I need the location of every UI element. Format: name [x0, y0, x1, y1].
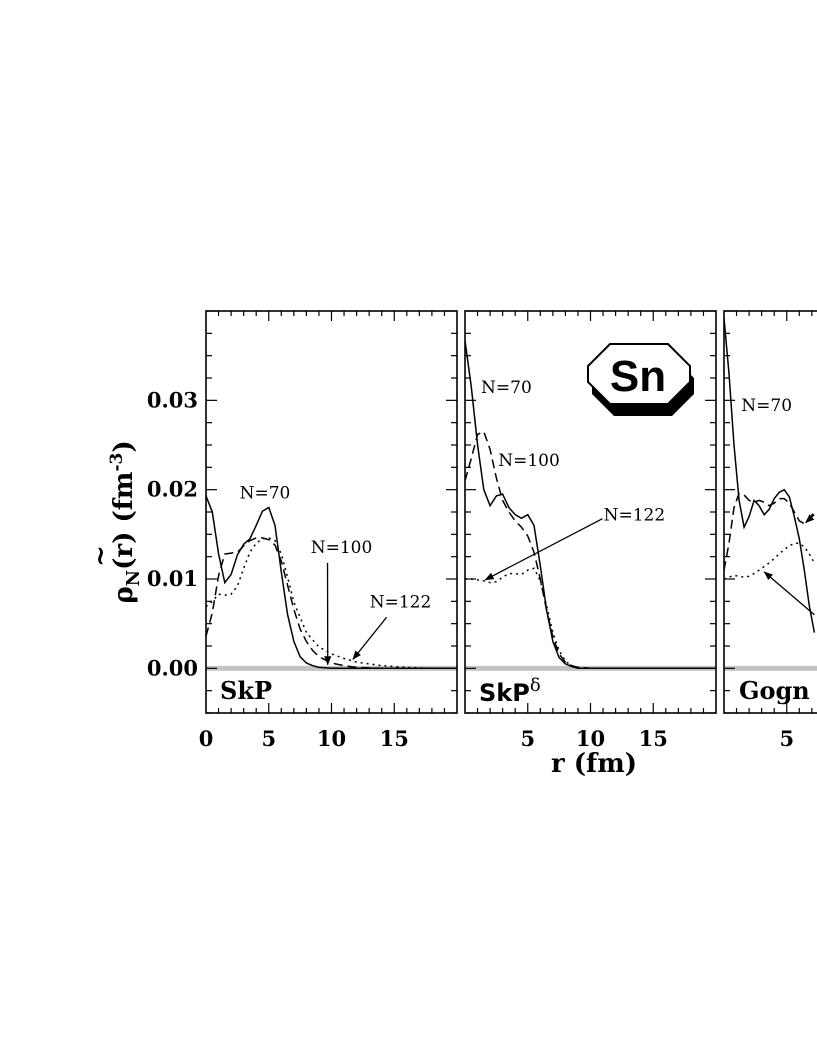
series-line-dashed [465, 430, 716, 670]
series-line-dotted [206, 537, 457, 670]
panel-frame [205, 310, 458, 714]
series-line-solid [206, 495, 457, 670]
x-tick-label: 15 [639, 726, 668, 751]
y-tick-label: 0.00 [147, 655, 198, 680]
panel-skp: 0 5 10 15 N=70 N=100 N=122 [199, 310, 458, 751]
x-tick-label: 15 [380, 726, 409, 751]
x-tick-label: 0 [199, 726, 214, 751]
y-axis-title-close: ) [109, 440, 139, 452]
curves [206, 495, 457, 670]
y-tick-label: 0.03 [147, 387, 198, 412]
y-axis-title-main: (r) (fm [109, 472, 139, 570]
annotation-arrow [763, 571, 815, 616]
y-ticks [724, 310, 735, 714]
series-line-dotted [465, 567, 716, 670]
curves [465, 340, 716, 670]
annotation-arrow [352, 616, 388, 660]
y-axis-title-exponent: -3 [107, 453, 127, 472]
curve-annotation: N=100 [498, 451, 560, 471]
y-axis-title-subscript: N [123, 570, 144, 586]
x-axis-title: r (fm) [551, 749, 637, 779]
panel-label-skp-delta-main: SkP [479, 679, 530, 707]
series-line-dashed [724, 492, 815, 571]
x-ticks [735, 311, 813, 713]
y-axis-title-symbol: ρ [109, 586, 139, 603]
curves [724, 318, 816, 633]
x-tick-label: 10 [576, 726, 605, 751]
y-axis-title: ρN(r) (fm-3) [107, 440, 144, 603]
panel-label-skp-delta: SkPδ [479, 675, 541, 707]
y-tick-labels: 0.00 0.01 0.02 0.03 [147, 387, 198, 680]
x-tick-label: 5 [261, 726, 276, 751]
y-ticks [465, 310, 716, 714]
sn-badge-octagon [587, 343, 691, 405]
curve-annotation: N=70 [741, 396, 792, 416]
annotation-arrow [805, 514, 815, 524]
x-tick-label: 5 [779, 726, 794, 751]
panel-skp-delta: 5 10 15 N=70 N=100 N=122 [464, 310, 717, 751]
x-ticks [476, 311, 705, 713]
curve-annotation: N=70 [481, 378, 532, 398]
annotation-arrow [484, 518, 603, 581]
series-line-solid [724, 318, 816, 633]
series-line-dashed [206, 537, 457, 670]
x-tick-label: 10 [317, 726, 346, 751]
panels: 0 5 10 15 N=70 N=100 N=122 5 10 15 N=70 N=100 N=122… [199, 310, 817, 751]
y-ticks [206, 310, 457, 714]
curve-annotation: N=70 [240, 483, 291, 503]
series-line-solid [465, 340, 716, 670]
y-tick-label: 0.02 [147, 477, 198, 502]
curve-annotation: N=100 [311, 538, 373, 558]
panel-gogny: 5 N=70 [723, 310, 817, 751]
curve-annotation: N=122 [604, 506, 666, 526]
panel-frame [723, 310, 817, 714]
panel-label-skp: SkP [220, 676, 272, 705]
panel-label-gogny: Gogn [739, 676, 810, 705]
y-axis-title-tilde: ~ [86, 545, 116, 567]
x-ticks [217, 311, 446, 713]
sn-badge-text: Sn [610, 352, 666, 401]
x-tick-label: 5 [520, 726, 535, 751]
sn-badge: Sn [587, 343, 694, 416]
panel-label-skp-delta-sup: δ [530, 675, 541, 696]
curve-annotation: N=122 [370, 592, 432, 612]
y-tick-label: 0.01 [147, 566, 198, 591]
